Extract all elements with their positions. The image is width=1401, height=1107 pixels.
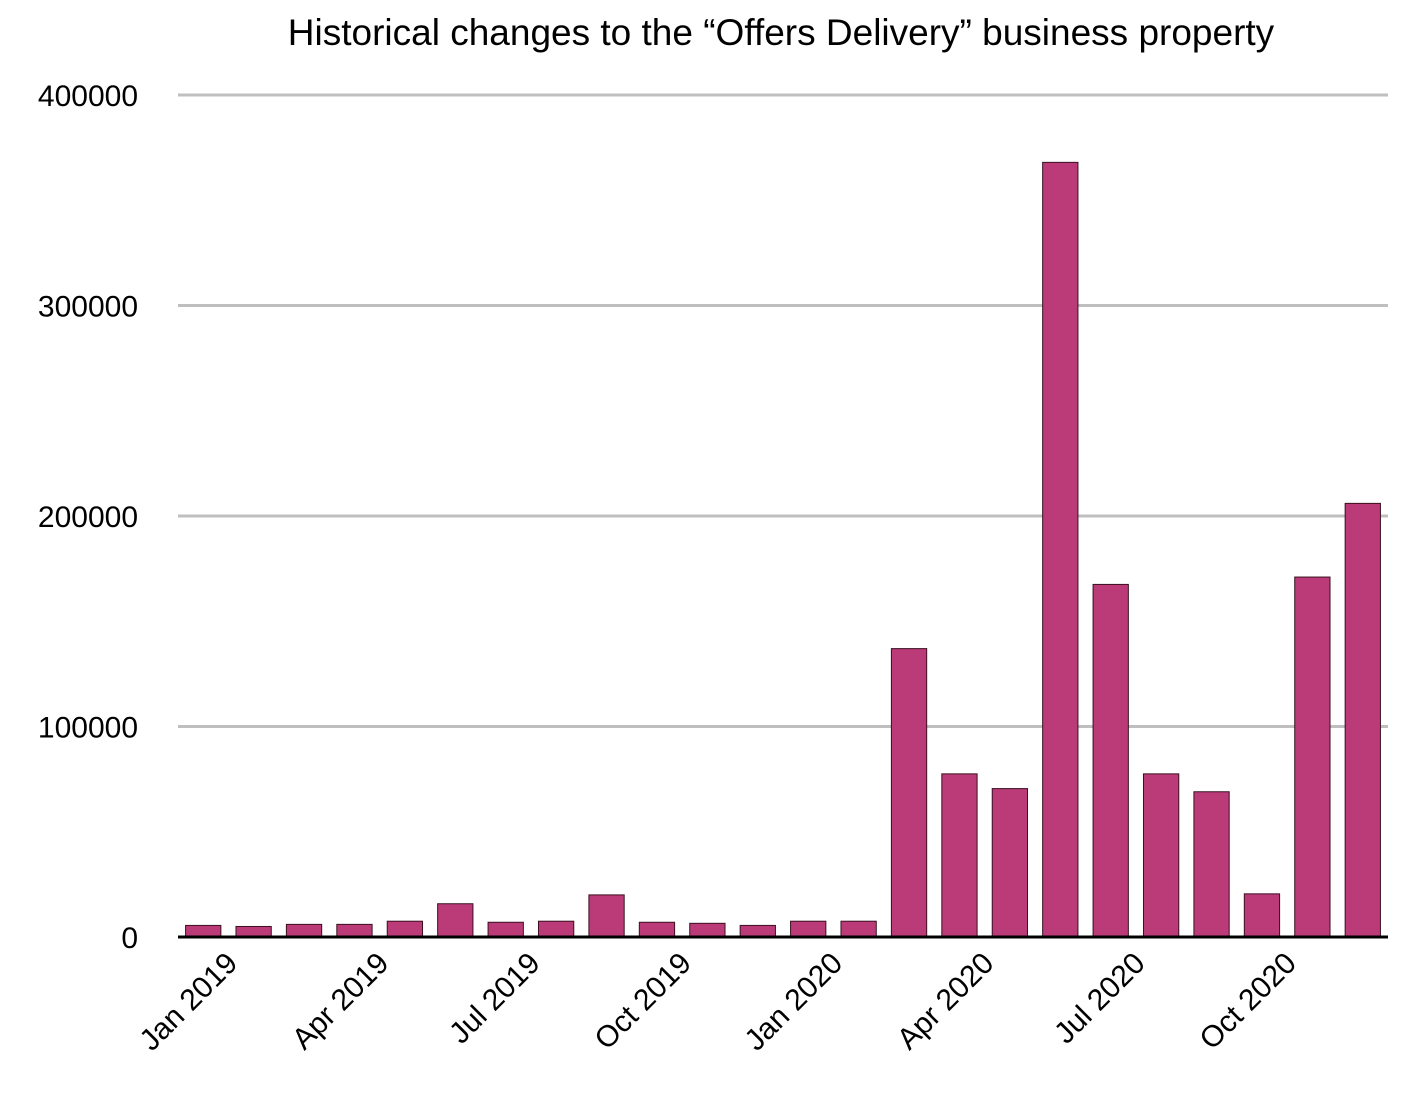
x-axis-ticks: Jan 2019 Apr 2019 Jul 2019 Oct 2019 Jan 2020…: [134, 947, 1303, 1058]
x-tick-label: Jan 2019: [134, 947, 245, 1058]
x-tick-label: Apr 2020: [891, 947, 1000, 1056]
bar: [1193, 791, 1230, 938]
y-tick-label: 400000: [38, 80, 138, 113]
y-tick-label: 0: [121, 922, 138, 955]
y-axis-ticks: 0 100000 200000 300000 400000: [38, 80, 138, 955]
bar: [1243, 893, 1281, 938]
y-tick-label: 200000: [38, 501, 138, 534]
bar: [739, 924, 776, 938]
bar: [689, 922, 726, 938]
x-tick-label: Apr 2019: [286, 947, 395, 1056]
chart-title: Historical changes to the “Offers Delive…: [288, 12, 1275, 53]
bar: [840, 920, 877, 938]
bar: [235, 925, 272, 938]
bar: [1092, 583, 1129, 938]
y-tick-label: 300000: [38, 291, 138, 324]
bar: [638, 921, 676, 938]
bar: [1294, 576, 1331, 938]
bar: [185, 924, 222, 938]
bar: [991, 788, 1029, 938]
bar: [336, 923, 373, 938]
x-tick-label: Jul 2020: [1048, 947, 1152, 1051]
bar: [1344, 502, 1381, 938]
y-tick-label: 100000: [38, 712, 138, 745]
x-tick-label: Oct 2019: [588, 947, 697, 1056]
bar: [1142, 773, 1180, 938]
x-tick-label: Jan 2020: [739, 947, 850, 1058]
x-tick-label: Jul 2019: [443, 947, 547, 1051]
bar: [386, 920, 424, 938]
bar: [941, 773, 978, 938]
bar: [487, 921, 524, 938]
bar: [437, 903, 474, 938]
bar: [285, 923, 323, 938]
bar: [890, 648, 928, 938]
bar: [790, 920, 827, 938]
bars: [185, 161, 1381, 938]
bar: [537, 920, 575, 938]
bar: [588, 894, 625, 938]
bar: [1042, 161, 1079, 938]
gridlines: [178, 93, 1388, 728]
x-tick-label: Oct 2020: [1193, 947, 1302, 1056]
